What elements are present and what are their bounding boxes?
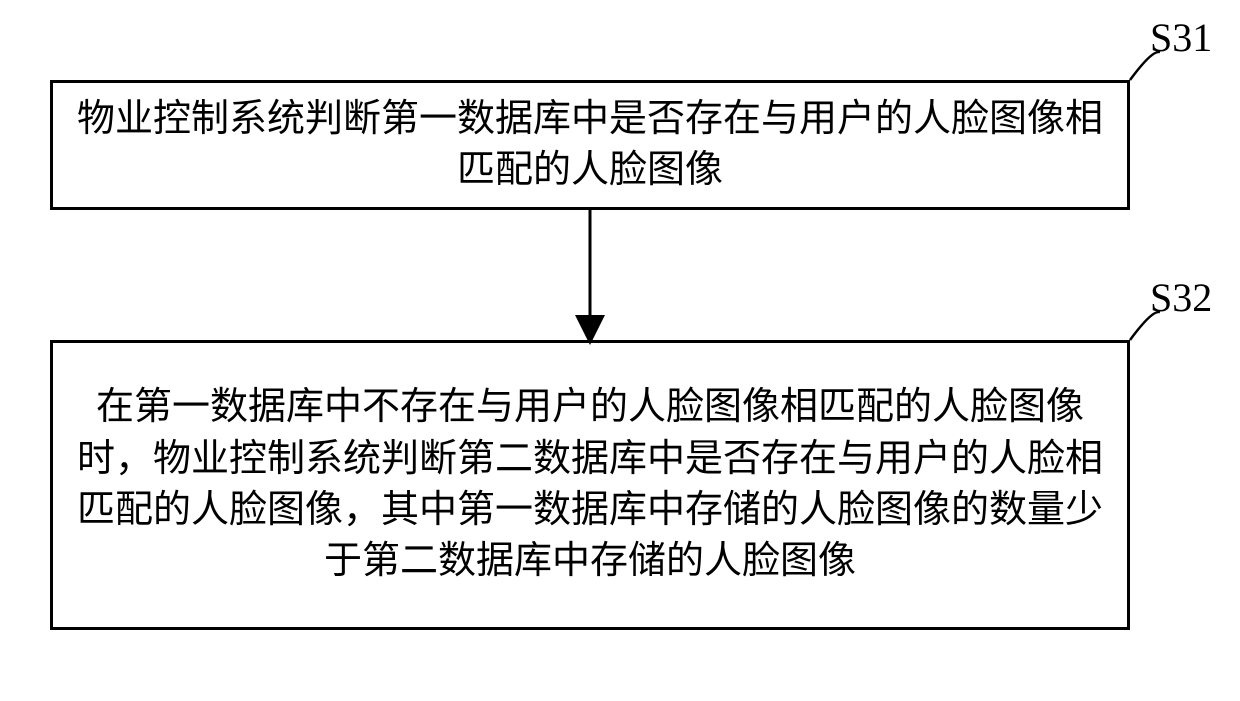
step-label-s31: S31: [1150, 14, 1212, 61]
flowchart-canvas: 物业控制系统判断第一数据库中是否存在与用户的人脸图像相匹配的人脸图像 在第一数据…: [0, 0, 1240, 701]
flow-node-s31: 物业控制系统判断第一数据库中是否存在与用户的人脸图像相匹配的人脸图像: [50, 80, 1130, 210]
flow-node-s32: 在第一数据库中不存在与用户的人脸图像相匹配的人脸图像时，物业控制系统判断第二数据…: [50, 340, 1130, 630]
flow-node-s31-text: 物业控制系统判断第一数据库中是否存在与用户的人脸图像相匹配的人脸图像: [53, 94, 1127, 197]
step-label-s32: S32: [1150, 274, 1212, 321]
flow-node-s32-text: 在第一数据库中不存在与用户的人脸图像相匹配的人脸图像时，物业控制系统判断第二数据…: [53, 382, 1127, 587]
